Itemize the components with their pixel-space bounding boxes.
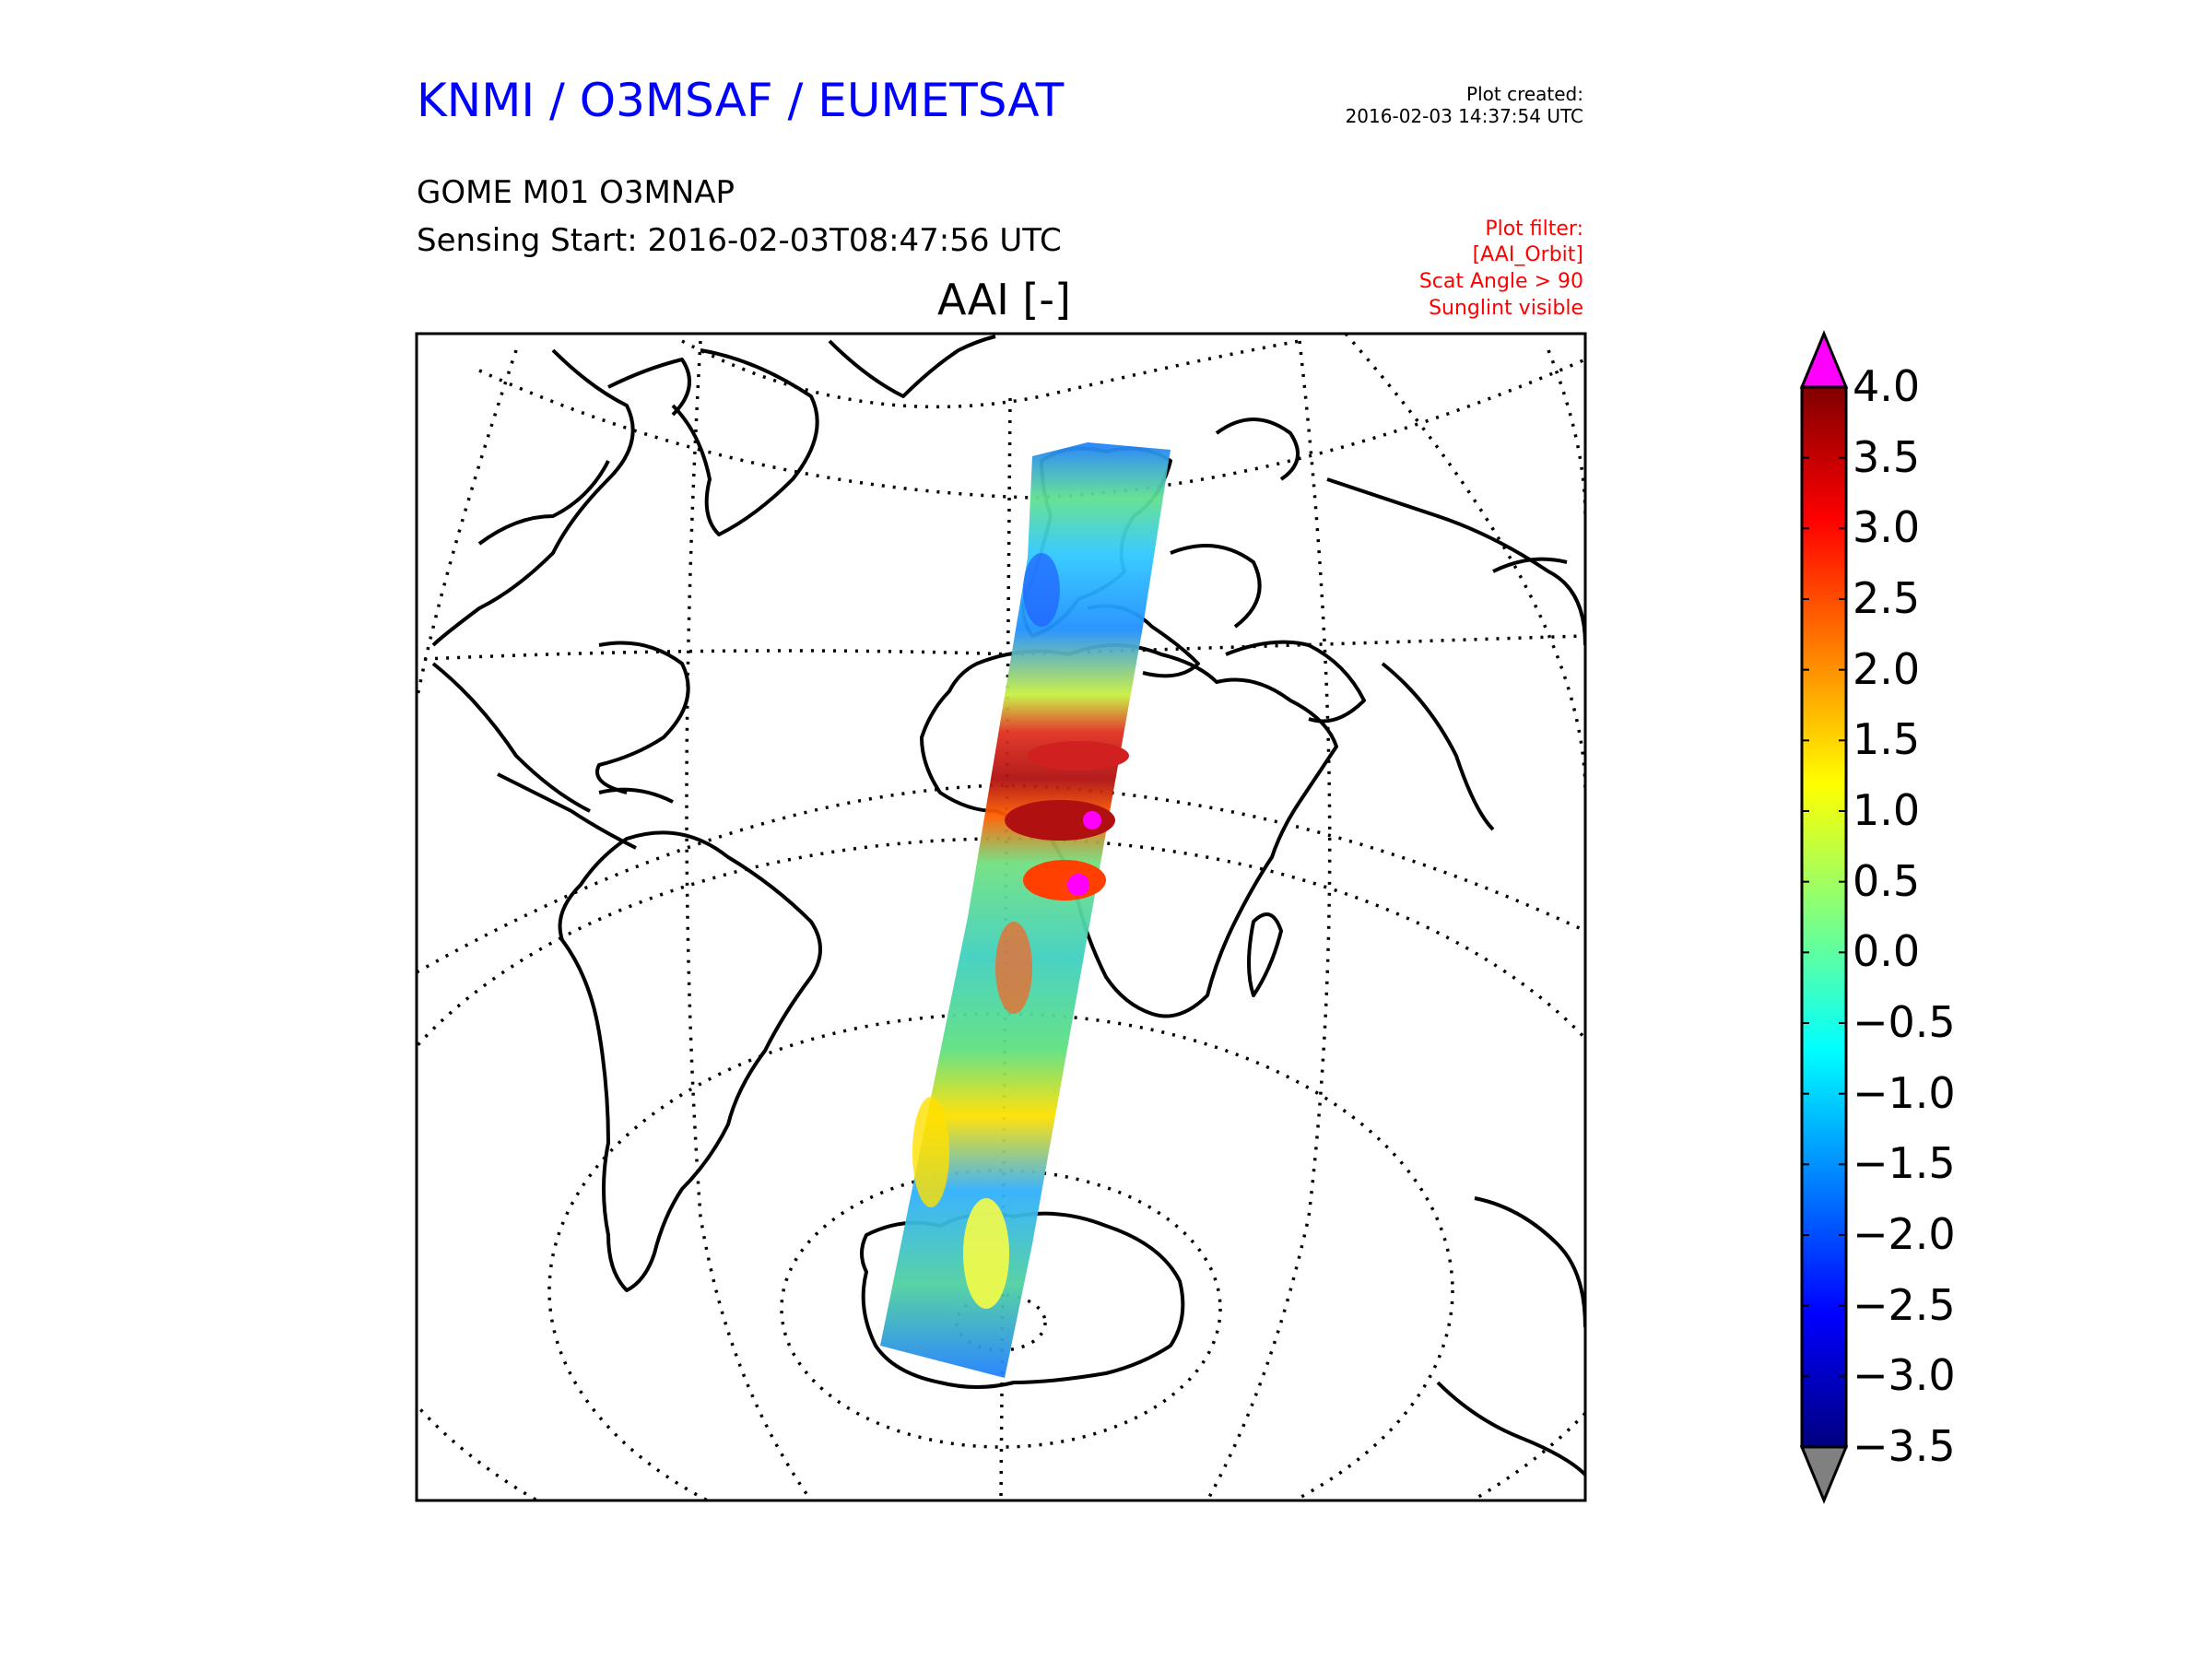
aai-hotspot xyxy=(1005,800,1115,841)
aai-hotspot xyxy=(963,1198,1009,1309)
plot-created-time: 2016-02-03 14:37:54 UTC xyxy=(1345,105,1583,127)
map-area xyxy=(417,334,1585,1500)
plot-created-label: Plot created: xyxy=(1466,83,1583,105)
sensing-start: Sensing Start: 2016-02-03T08:47:56 UTC xyxy=(417,222,1062,259)
colorbar-tick-label: 3.0 xyxy=(1853,502,1921,553)
plot-filter-line: [AAI_Orbit] xyxy=(1472,243,1583,266)
gome-swath xyxy=(880,442,1171,1378)
colorbar-over-arrow xyxy=(1799,330,1849,389)
organization-title: KNMI / O3MSAF / EUMETSAT xyxy=(417,74,1065,127)
colorbar-gradient xyxy=(1800,385,1848,1449)
plot-filter-line: Sunglint visible xyxy=(1429,297,1583,320)
map-frame xyxy=(415,332,1587,1502)
colorbar xyxy=(1799,330,1849,1504)
colorbar-tick-label: −2.5 xyxy=(1853,1279,1956,1330)
aai-hotspot xyxy=(1023,553,1060,627)
plot-filter-line: Scat Angle > 90 xyxy=(1418,270,1583,293)
product-name: GOME M01 O3MNAP xyxy=(417,174,735,211)
colorbar-tick-label: 4.0 xyxy=(1853,361,1921,411)
colorbar-tick-label: −1.0 xyxy=(1853,1067,1956,1118)
colorbar-tick-label: 0.5 xyxy=(1853,855,1921,906)
aai-hotspot xyxy=(995,922,1032,1014)
colorbar-tick-label: −2.0 xyxy=(1853,1209,1956,1259)
colorbar-tick-label: 2.0 xyxy=(1853,643,1921,694)
colorbar-tick-label: −3.5 xyxy=(1853,1421,1956,1471)
colorbar-under-arrow xyxy=(1799,1445,1849,1504)
colorbar-tick-label: 3.5 xyxy=(1853,431,1921,482)
colorbar-tick-label: 1.5 xyxy=(1853,714,1921,765)
aai-hotspot xyxy=(912,1097,949,1207)
aai-hotspot xyxy=(1023,860,1106,900)
aai-hotspot xyxy=(1067,874,1089,896)
colorbar-tick-label: 1.0 xyxy=(1853,785,1921,835)
plot-filter-line: Plot filter: xyxy=(1485,218,1583,241)
plot-title: AAI [-] xyxy=(937,275,1071,324)
colorbar-tick-label: −3.0 xyxy=(1853,1350,1956,1401)
colorbar-tick-label: 2.5 xyxy=(1853,573,1921,623)
colorbar-tick-label: −0.5 xyxy=(1853,997,1956,1047)
aai-hotspot xyxy=(1083,811,1101,830)
colorbar-tick-label: −1.5 xyxy=(1853,1138,1956,1189)
aai-hotspot xyxy=(1028,741,1129,771)
colorbar-tick-label: 0.0 xyxy=(1853,926,1921,977)
colorbar-ticks xyxy=(1802,386,1846,1448)
